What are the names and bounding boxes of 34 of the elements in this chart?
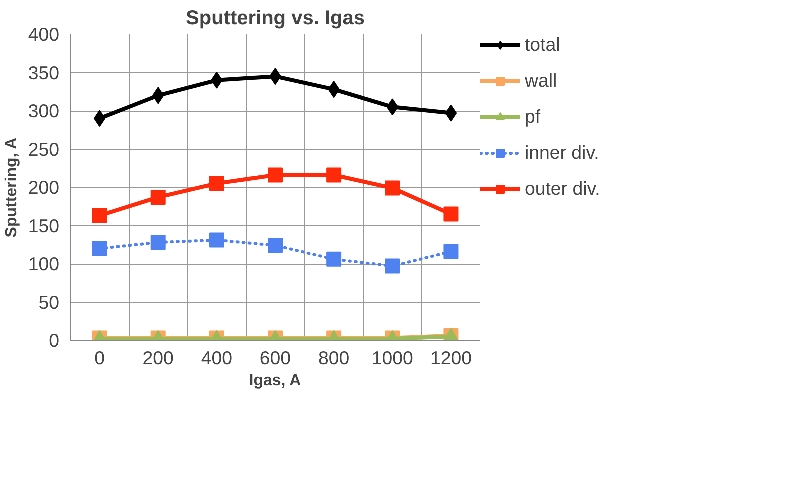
x-axis-title: Igas, A xyxy=(249,372,302,390)
point xyxy=(268,168,283,183)
y-tick-label: 100 xyxy=(28,254,60,274)
point xyxy=(94,110,106,128)
legend-label: wall xyxy=(525,70,558,92)
y-axis-title: Sputtering, A xyxy=(3,137,20,238)
y-tick-label: 350 xyxy=(28,62,60,84)
y-tick-label: 400 xyxy=(28,24,60,45)
legend-label: outer div. xyxy=(525,178,600,200)
y-tick-label: 0 xyxy=(49,330,60,351)
point xyxy=(445,104,458,122)
x-tick-label: 1200 xyxy=(430,348,472,368)
point xyxy=(385,180,400,196)
y-tick-label: 50 xyxy=(38,292,60,313)
y-tick-label: 300 xyxy=(28,100,60,122)
point xyxy=(150,190,166,205)
point xyxy=(326,168,342,183)
legend-label: pf xyxy=(525,106,541,128)
point xyxy=(209,176,224,192)
x-tick-label: 800 xyxy=(318,348,350,368)
x-tick-label: 200 xyxy=(142,348,174,368)
point xyxy=(444,206,459,222)
point xyxy=(209,232,224,248)
legend-label: total xyxy=(525,34,560,56)
x-tick-label: 0 xyxy=(94,348,105,368)
legend-label: inner div. xyxy=(525,142,600,164)
chart-title: Sputtering vs. Igas xyxy=(186,8,365,30)
y-tick-label: 200 xyxy=(28,177,60,198)
point xyxy=(92,208,108,224)
y-tick-label: 250 xyxy=(28,138,60,160)
y-tick-label: 150 xyxy=(28,215,60,236)
x-tick-label: 1000 xyxy=(372,348,414,368)
x-tick-label: 600 xyxy=(260,348,292,368)
x-tick-label: 400 xyxy=(201,348,233,368)
